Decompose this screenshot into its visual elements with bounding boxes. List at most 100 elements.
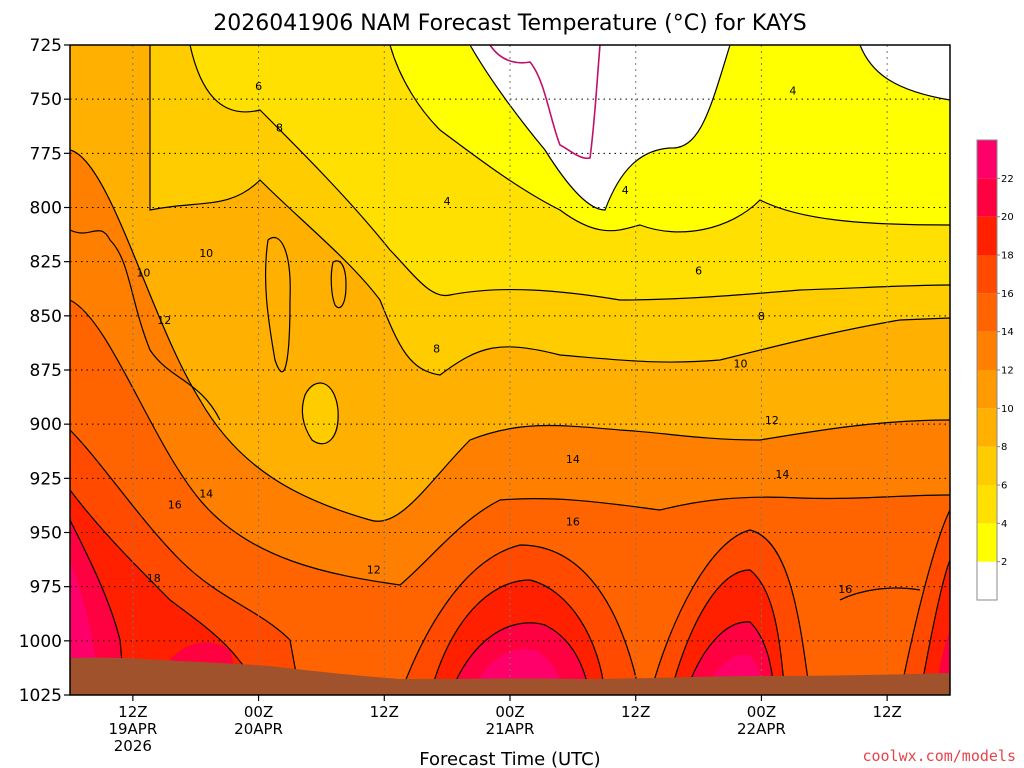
colorbar-tick-label: 14: [1001, 327, 1014, 338]
contour-lines: [70, 45, 950, 695]
colorbar-tick-label: 18: [1001, 251, 1014, 262]
y-tick-label: 875: [30, 361, 62, 381]
y-tick-label: 800: [30, 199, 62, 219]
band-6-8-pocket: [302, 383, 339, 444]
colorbar-swatch: [977, 140, 997, 179]
colorbar-tick-label: 20: [1001, 212, 1014, 223]
contour-label: 10: [136, 267, 150, 280]
contour-label: 4: [789, 85, 796, 98]
contour-label: 16: [838, 583, 852, 596]
contour-line: [301, 382, 339, 445]
x-tick-label: 00Z: [244, 703, 273, 721]
colorbar-tick-label: 8: [1001, 442, 1007, 453]
colorbar-tick-label: 2: [1001, 557, 1007, 568]
contour-line: [449, 622, 591, 695]
contour-label: 18: [147, 572, 161, 585]
colorbar-tick-label: 10: [1001, 404, 1014, 415]
x-tick-label: 00Z: [495, 703, 524, 721]
contour-label: 14: [775, 468, 789, 481]
x-tick-label: 19APR: [108, 720, 157, 738]
x-tick-label: 00Z: [747, 703, 776, 721]
contour-line: [70, 149, 950, 522]
colorbar-swatch: [977, 446, 997, 485]
y-tick-label: 775: [30, 144, 62, 164]
contour-line: [684, 621, 776, 695]
contour-label: 12: [765, 414, 779, 427]
contour-label: 14: [199, 488, 213, 501]
contour-label: 12: [367, 563, 381, 576]
x-axis-title: Forecast Time (UTC): [419, 749, 600, 768]
colorbar-swatch: [977, 255, 997, 294]
x-tick-label: 2026: [114, 737, 152, 755]
colorbar-tick-label: 6: [1001, 481, 1007, 492]
contour-label: 8: [276, 121, 283, 134]
x-tick-label: 12Z: [872, 703, 901, 721]
colorbar-swatch: [977, 485, 997, 524]
contour-label: 6: [695, 264, 702, 277]
contour-line: [264, 237, 291, 373]
y-tick-label: 750: [30, 90, 62, 110]
x-tick-label: 12Z: [118, 703, 147, 721]
contour-line: [899, 509, 950, 695]
contour-line: [839, 587, 921, 601]
contour-label: 8: [758, 310, 765, 323]
colorbar-swatch: [977, 216, 997, 255]
colorbar-tick-label: 12: [1001, 366, 1014, 377]
contour-label: 16: [566, 516, 580, 529]
chart-title: 2026041906 NAM Forecast Temperature (°C)…: [213, 11, 806, 36]
contour-label: 4: [444, 195, 451, 208]
contour-label: 4: [622, 184, 629, 197]
contour-line: [389, 45, 950, 233]
contour-line: [330, 260, 347, 309]
colorbar-swatch: [977, 293, 997, 332]
x-tick-label: 12Z: [621, 703, 650, 721]
contour-line: [70, 299, 950, 586]
contour-line: [149, 45, 950, 376]
x-tick-label: 12Z: [370, 703, 399, 721]
contour-label: 10: [199, 247, 213, 260]
x-tick-label: 22APR: [737, 720, 786, 738]
y-tick-label: 850: [30, 307, 62, 327]
contour-label: 10: [733, 358, 747, 371]
y-tick-label: 1025: [19, 686, 62, 706]
y-tick-label: 725: [30, 36, 62, 56]
contour-label: 12: [157, 314, 171, 327]
y-tick-label: 1000: [19, 632, 62, 652]
contour-line: [429, 579, 606, 695]
y-tick-label: 900: [30, 415, 62, 435]
contour-line: [70, 229, 221, 421]
colorbar: 2 4 6 8 10 12 14 16 18 20 22: [976, 139, 1014, 601]
colorbar-swatch: [977, 561, 997, 600]
contour-label: 14: [566, 453, 580, 466]
colorbar-tick-label: 16: [1001, 289, 1014, 300]
contour-labels: 6 8 4 4 4 10 10 12 6 8 8 10 12 14 14 14 16 16 12 18 16: [136, 80, 852, 596]
y-tick-label: 925: [30, 469, 62, 489]
y-tick-label: 975: [30, 578, 62, 598]
ground-terrain: [70, 657, 950, 695]
y-tick-label: 825: [30, 253, 62, 273]
colorbar-swatch: [977, 408, 997, 447]
contour-label: 8: [433, 342, 440, 355]
plot-area: 6 8 4 4 4 10 10 12 6 8 8 10 12 14 14 14 16 16 12 18 16: [70, 45, 950, 695]
colorbar-tick-label: 4: [1001, 519, 1007, 530]
contour-line: [469, 45, 731, 211]
colorbar-swatch: [977, 178, 997, 217]
contour-line: [859, 45, 950, 101]
x-tick-label: 21APR: [486, 720, 535, 738]
colorbar-swatch: [977, 523, 997, 562]
credit-text: coolwx.com/models: [862, 747, 1016, 765]
y-axis: 725 750 775 800 825 850 875 900 925 950 975 1000 102…: [19, 36, 70, 706]
x-tick-label: 20APR: [234, 720, 283, 738]
contour-line: [189, 45, 950, 301]
contour-line: [669, 569, 786, 695]
colorbar-swatch: [977, 370, 997, 409]
contour-line: [649, 529, 811, 695]
colorbar-swatch: [977, 331, 997, 370]
contour-line: [70, 519, 126, 695]
contour-line: [70, 489, 261, 695]
contour-label: 6: [255, 80, 262, 93]
contour-line: [70, 429, 301, 695]
contour-label: 16: [168, 498, 182, 511]
